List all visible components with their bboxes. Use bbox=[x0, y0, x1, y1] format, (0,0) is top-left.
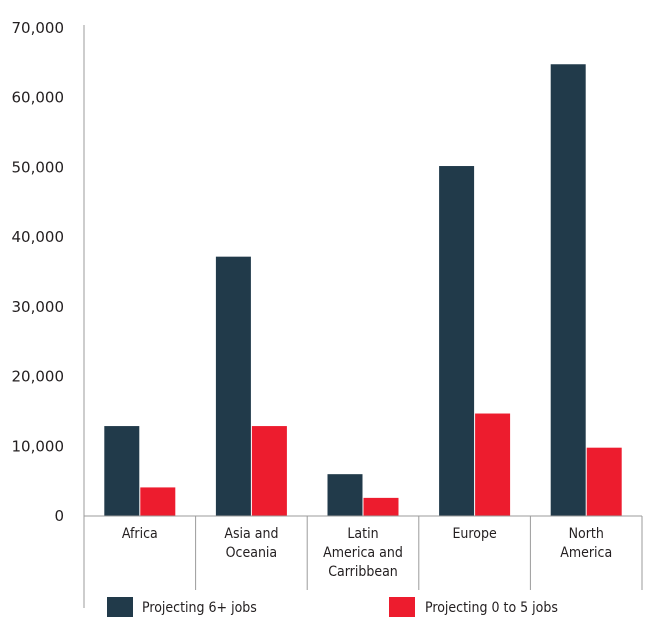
y-tick-label: 50,000 bbox=[12, 158, 65, 176]
bar-projecting-6-plus-1 bbox=[215, 256, 251, 516]
bar-projecting-0-to-5-2 bbox=[363, 497, 399, 516]
bar-projecting-6-plus-3 bbox=[439, 166, 475, 516]
x-category-label: Europe bbox=[452, 526, 497, 542]
y-tick-label: 60,000 bbox=[12, 89, 65, 107]
x-axis-categories: Africa Asia and Oceania Latin America and Car… bbox=[122, 526, 612, 580]
legend-label-0: Projecting 6+ jobs bbox=[142, 600, 257, 616]
legend: Projecting 6+ jobs Projecting 0 to 5 jobs bbox=[107, 597, 558, 617]
legend-swatch-0 bbox=[107, 597, 133, 617]
bar-projecting-6-plus-4 bbox=[550, 64, 586, 516]
y-tick-label: 70,000 bbox=[12, 19, 65, 37]
x-category-label: Asia and Oceania bbox=[224, 526, 278, 561]
bar-projecting-6-plus-2 bbox=[327, 474, 363, 516]
x-category-label: Latin America and Carribbean bbox=[323, 526, 403, 580]
legend-label-1: Projecting 0 to 5 jobs bbox=[425, 600, 558, 616]
bar-projecting-6-plus-0 bbox=[104, 426, 140, 516]
y-tick-label: 10,000 bbox=[12, 437, 65, 455]
x-category-label: Africa bbox=[122, 526, 158, 542]
bar-projecting-0-to-5-4 bbox=[586, 447, 622, 516]
bar-projecting-0-to-5-0 bbox=[140, 487, 176, 516]
x-category-label: North America bbox=[560, 526, 612, 561]
y-tick-label: 20,000 bbox=[12, 368, 65, 386]
y-tick-label: 30,000 bbox=[12, 298, 65, 316]
y-tick-label: 40,000 bbox=[12, 228, 65, 246]
legend-swatch-1 bbox=[389, 597, 415, 617]
bar-projecting-0-to-5-3 bbox=[475, 413, 511, 516]
y-axis-ticks: 0 10,000 20,000 30,000 40,000 50,000 60,000 70,… bbox=[12, 19, 65, 525]
y-tick-label: 0 bbox=[54, 507, 64, 525]
bars bbox=[104, 64, 622, 516]
bar-projecting-0-to-5-1 bbox=[251, 426, 287, 516]
axes bbox=[83, 25, 643, 608]
